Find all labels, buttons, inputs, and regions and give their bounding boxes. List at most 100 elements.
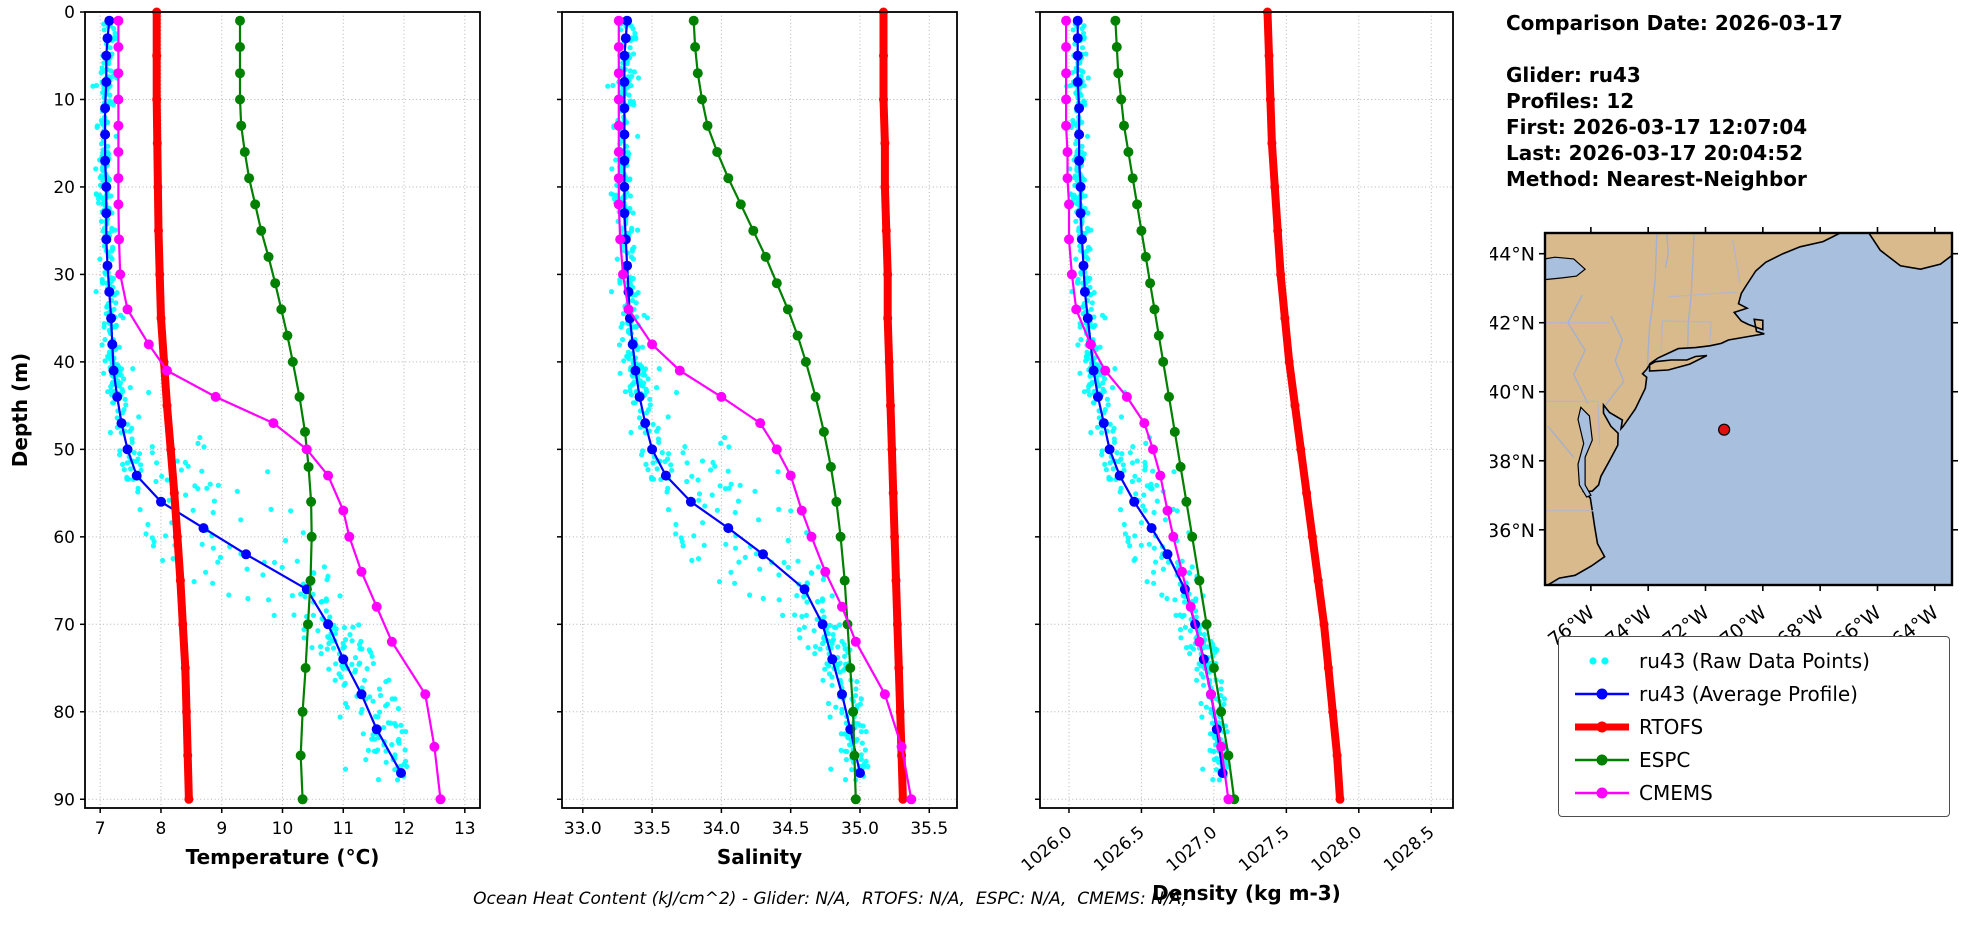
svg-text:80: 80: [53, 703, 75, 723]
legend-item-ru43-average-profile-: ru43 (Average Profile): [1565, 677, 1943, 710]
ylabel-depth: Depth (m): [8, 353, 32, 467]
state-border-4: [1709, 321, 1712, 344]
legend-label-1: ru43 (Average Profile): [1639, 681, 1858, 706]
river-5: [1664, 233, 1669, 268]
svg-text:34.0: 34.0: [702, 819, 740, 839]
land-mainland: [1545, 233, 1841, 585]
svg-text:1027.0: 1027.0: [1163, 823, 1221, 877]
svg-text:9: 9: [216, 819, 227, 839]
river-3: [1567, 294, 1589, 405]
plot-salinity: 33.0 33.5 34.0 34.5 35.0 35.5 Salinity: [557, 7, 958, 869]
series-rtofs-temperature: [152, 7, 194, 804]
svg-text:7: 7: [95, 819, 106, 839]
series-rtofs-salinity: [879, 7, 908, 804]
water-chesapeake-bay: [1577, 406, 1593, 498]
ocean-heat-content-caption: Ocean Heat Content (kJ/cm^2) - Glider: N…: [473, 889, 1187, 909]
state-border-8: [1732, 239, 1741, 284]
xlabel-temperature: Temperature (°C): [186, 845, 380, 869]
river-0: [1646, 233, 1658, 366]
grid-salinity: [562, 11, 957, 808]
state-border-1: [1662, 320, 1712, 323]
plot-temperature: 7 8 9 10 11 12 13 0 10 20 30 40 50 60 70 80 90 Temperatur…: [8, 3, 481, 869]
series-espc-temperature: [235, 15, 317, 805]
svg-text:33.0: 33.0: [564, 819, 602, 839]
map-ticks: [1539, 227, 1958, 591]
series-espc-density: [1110, 15, 1240, 805]
tick-labels-density: 1026.0 1026.5 1027.0 1027.5 1028.0 1028.5: [1018, 823, 1439, 877]
svg-text:11: 11: [332, 819, 354, 839]
svg-text:50: 50: [53, 440, 75, 460]
info-gap: [1506, 36, 1843, 62]
grid-density: [1040, 11, 1453, 808]
svg-text:34.5: 34.5: [772, 819, 810, 839]
grid-temperature: [85, 11, 480, 808]
series-cmems-temperature: [113, 15, 446, 805]
legend: ru43 (Raw Data Points) ru43 (Average Prof…: [1558, 636, 1950, 817]
svg-text:38°N: 38°N: [1490, 451, 1535, 473]
tick-labels-salinity: 33.0 33.5 34.0 34.5 35.0 35.5: [564, 819, 948, 839]
ticks-temperature: [80, 11, 466, 813]
info-last: Last: 2026-03-17 20:04:52: [1506, 141, 1804, 165]
svg-text:33.5: 33.5: [633, 819, 671, 839]
svg-text:60: 60: [53, 528, 75, 548]
svg-text:44°N: 44°N: [1490, 244, 1535, 266]
legend-label-3: ESPC: [1639, 747, 1691, 772]
river-4: [1547, 425, 1575, 458]
legend-marker-0: [1589, 656, 1609, 665]
legend-marker-3: [1575, 754, 1629, 765]
legend-label-2: RTOFS: [1639, 714, 1704, 739]
svg-text:1027.5: 1027.5: [1235, 823, 1293, 877]
svg-text:8: 8: [156, 819, 167, 839]
info-glider: Glider: ru43: [1506, 63, 1641, 87]
series-espc-salinity: [688, 15, 861, 805]
legend-item-cmems: CMEMS: [1565, 776, 1943, 809]
svg-text:1028.0: 1028.0: [1308, 823, 1366, 877]
tick-labels-temperature: 7 8 9 10 11 12 13 0 10 20 30 40 50 60 70 80 90: [53, 3, 475, 839]
svg-text:10: 10: [53, 90, 75, 110]
info-first: First: 2026-03-17 12:07:04: [1506, 115, 1808, 139]
svg-text:12: 12: [393, 819, 415, 839]
series-ru43-average-profile--salinity: [619, 15, 865, 778]
svg-text:90: 90: [53, 790, 75, 810]
plot-density: 1026.0 1026.5 1027.0 1027.5 1028.0 1028.5 Dens…: [1018, 7, 1454, 905]
legend-item-ru43-raw-data-points-: ru43 (Raw Data Points): [1565, 644, 1943, 677]
legend-label-0: ru43 (Raw Data Points): [1639, 648, 1870, 673]
legend-marker-2: [1575, 721, 1629, 732]
map-frame: [1543, 231, 1954, 587]
svg-text:1026.0: 1026.0: [1018, 823, 1076, 877]
glider-location-marker: [1718, 423, 1731, 436]
info-method: Method: Nearest-Neighbor: [1506, 167, 1807, 191]
raw-scatter-temperature: [90, 21, 410, 783]
water-lake-ontario: [1545, 256, 1587, 281]
svg-text:36°N: 36°N: [1490, 520, 1535, 542]
svg-text:70: 70: [53, 615, 75, 635]
xlabel-salinity: Salinity: [717, 845, 802, 869]
svg-text:40: 40: [53, 353, 75, 373]
xlabel-density: Density (kg m-3): [1152, 881, 1341, 905]
svg-text:0: 0: [64, 3, 75, 23]
raw-scatter-salinity: [605, 21, 871, 783]
comparison-date: Comparison Date: 2026-03-17: [1506, 11, 1843, 35]
svg-text:30: 30: [53, 265, 75, 285]
state-border-3: [1660, 320, 1664, 353]
land-long-island: [1648, 354, 1708, 372]
profile-charts: 7 8 9 10 11 12 13 0 10 20 30 40 50 60 70 80 90 Temperatur…: [8, 3, 1454, 905]
legend-marker-4: [1575, 787, 1629, 798]
info-panel: Comparison Date: 2026-03-17 Glider: ru43…: [1506, 10, 1843, 192]
svg-text:35.5: 35.5: [910, 819, 948, 839]
svg-text:20: 20: [53, 178, 75, 198]
legend-label-4: CMEMS: [1639, 780, 1713, 805]
series-cmems-salinity: [613, 15, 917, 805]
state-border-6: [1597, 401, 1601, 446]
state-border-0: [1668, 292, 1737, 298]
series-cmems-density: [1061, 15, 1234, 805]
svg-text:13: 13: [454, 819, 476, 839]
location-map: 36°N 38°N 40°N 42°N 44°N 76°W 74°W 72°W 70°W 68°W…: [1490, 185, 1979, 655]
river-2: [1604, 315, 1625, 406]
svg-text:40°N: 40°N: [1490, 382, 1535, 404]
ticks-density: [1035, 11, 1433, 813]
svg-text:35.0: 35.0: [841, 819, 879, 839]
svg-text:10: 10: [272, 819, 294, 839]
legend-item-rtofs: RTOFS: [1565, 710, 1943, 743]
svg-text:1028.5: 1028.5: [1380, 823, 1438, 877]
